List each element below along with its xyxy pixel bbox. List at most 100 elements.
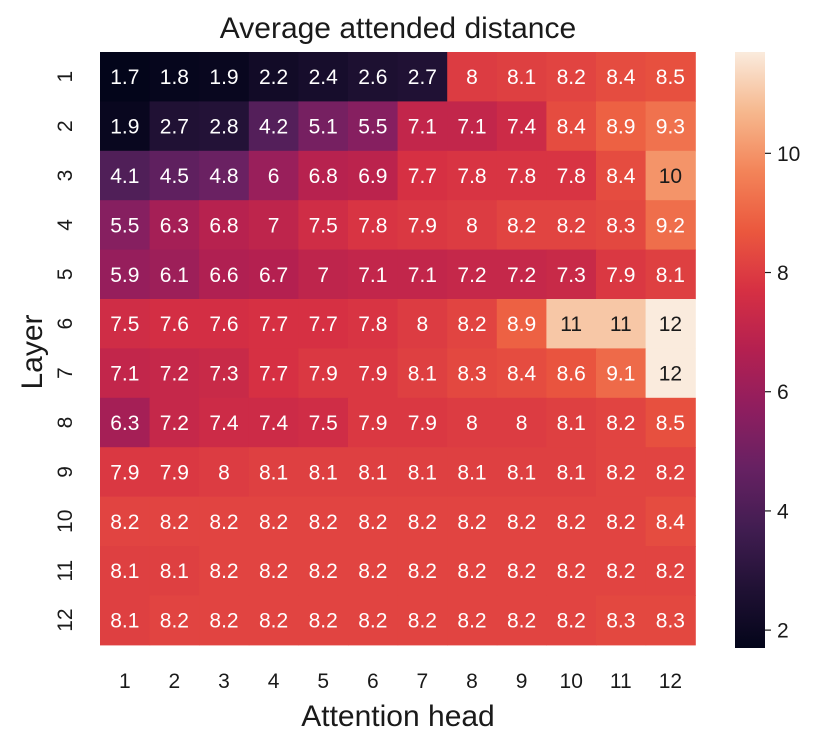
heatmap-cell — [348, 200, 399, 251]
x-axis-ticks: 1 2 3 4 5 6 7 8 9 10 11 12 — [119, 670, 682, 693]
heatmap-cell — [199, 397, 250, 448]
heatmap-cell-label: 8.2 — [656, 560, 685, 583]
heatmap-cell-label: 8.1 — [259, 461, 288, 484]
heatmap-cell-label: 6 — [268, 165, 280, 188]
heatmap-cell-label: 8.4 — [656, 511, 686, 534]
heatmap-cell-label: 7.9 — [110, 461, 139, 484]
heatmap-cell — [546, 595, 597, 646]
heatmap-cell-label: 5.9 — [110, 264, 139, 287]
heatmap-cell-label: 9.2 — [656, 214, 685, 237]
heatmap-cell — [546, 397, 597, 448]
heatmap-cell — [348, 348, 399, 399]
heatmap-cell — [100, 595, 151, 646]
heatmap-cell — [348, 595, 399, 646]
x-tick-label: 6 — [367, 670, 379, 693]
heatmap-cell-label: 2.7 — [160, 116, 189, 139]
heatmap-cell-label: 7.4 — [507, 116, 537, 139]
heatmap-cell-label: 8.6 — [557, 363, 586, 386]
heatmap-cell — [100, 496, 151, 547]
heatmap-cell — [546, 348, 597, 399]
heatmap-cell-label: 8.2 — [457, 560, 486, 583]
x-tick-label: 3 — [218, 670, 230, 693]
heatmap-cell — [496, 447, 547, 498]
chart-title: Average attended distance — [220, 12, 576, 45]
heatmap-cell — [199, 447, 250, 498]
heatmap-cell-label: 6.3 — [160, 214, 189, 237]
heatmap-cell-label: 7.3 — [557, 264, 586, 287]
heatmap-cell-label: 12 — [659, 363, 682, 386]
heatmap-cell — [496, 150, 547, 201]
heatmap-cell-label: 8.2 — [606, 511, 635, 534]
heatmap-cell — [149, 546, 200, 596]
heatmap-cell-label: 7.9 — [408, 412, 437, 435]
heatmap-cell — [199, 101, 250, 152]
heatmap-cell — [447, 447, 498, 498]
heatmap-cell — [248, 348, 299, 399]
heatmap-cell-label: 8.2 — [408, 511, 437, 534]
heatmap-cell-label: 8.1 — [358, 461, 387, 484]
heatmap-cell — [199, 249, 250, 300]
heatmap-cell-label: 8.2 — [309, 610, 338, 633]
heatmap-cell-label: 5.1 — [309, 116, 338, 139]
heatmap-cell — [596, 150, 647, 201]
heatmap-cell — [447, 595, 498, 646]
heatmap-cell — [546, 447, 597, 498]
heatmap-cell-label: 8.9 — [606, 116, 635, 139]
heatmap-cell-label: 7.9 — [358, 363, 387, 386]
y-tick-label: 6 — [54, 318, 77, 330]
heatmap-cell-label: 7.5 — [110, 313, 139, 336]
heatmap-cell — [248, 200, 299, 251]
heatmap-cell-label: 8.4 — [606, 165, 636, 188]
heatmap-cell — [596, 595, 647, 646]
heatmap-cell-label: 4.1 — [110, 165, 139, 188]
heatmap-cell-label: 7.8 — [358, 214, 387, 237]
heatmap-cell — [100, 249, 151, 300]
heatmap-cell-label: 8.2 — [457, 610, 486, 633]
heatmap-cell-label: 8.2 — [309, 511, 338, 534]
x-tick-label: 1 — [119, 670, 131, 693]
heatmap-cell-label: 8.5 — [656, 66, 685, 89]
heatmap-cell-label: 8.2 — [408, 610, 437, 633]
x-tick-label: 8 — [466, 670, 478, 693]
heatmap-cell-label: 2.7 — [408, 66, 437, 89]
heatmap-cell — [596, 200, 647, 251]
heatmap-cell-label: 10 — [659, 165, 682, 188]
heatmap-cell-label: 8.2 — [160, 511, 189, 534]
heatmap-cell — [199, 200, 250, 251]
heatmap-cell-label: 8.1 — [408, 363, 437, 386]
heatmap-cell-label: 8.1 — [507, 66, 536, 89]
heatmap-cell — [100, 101, 151, 152]
heatmap-cell-label: 8.5 — [656, 412, 685, 435]
y-tick-label: 3 — [54, 170, 77, 182]
heatmap-cell-label: 8.2 — [408, 560, 437, 583]
heatmap-cell — [546, 496, 597, 547]
heatmap-cell-label: 7.5 — [309, 214, 338, 237]
heatmap-cell — [298, 299, 349, 349]
heatmap-cell-label: 5.5 — [110, 214, 139, 237]
heatmap-cell — [100, 150, 151, 201]
colorbar-tick-label: 10 — [777, 143, 800, 166]
heatmap-cell-label: 2.6 — [358, 66, 387, 89]
heatmap-cell — [645, 150, 696, 201]
heatmap-cell — [496, 101, 547, 152]
heatmap-cell — [447, 299, 498, 349]
heatmap-cell — [397, 101, 448, 152]
heatmap-cell — [248, 299, 299, 349]
heatmap-cell — [645, 397, 696, 448]
heatmap-cell — [596, 299, 647, 349]
heatmap-cell-label: 8.2 — [259, 610, 288, 633]
heatmap-cell — [496, 595, 547, 646]
heatmap-cells — [100, 52, 696, 646]
heatmap-cell — [447, 249, 498, 300]
heatmap-cell-label: 7.7 — [309, 313, 338, 336]
heatmap-cell — [397, 595, 448, 646]
heatmap-cell — [199, 595, 250, 646]
heatmap-cell-label: 7.2 — [457, 264, 486, 287]
heatmap-cell-label: 8.1 — [457, 461, 486, 484]
y-tick-label: 8 — [54, 417, 77, 429]
heatmap-cell — [248, 52, 299, 102]
heatmap-cell-label: 6.8 — [209, 214, 238, 237]
heatmap-cell — [348, 447, 399, 498]
heatmap-cell — [100, 546, 151, 596]
heatmap-cell-label: 1.7 — [110, 66, 139, 89]
